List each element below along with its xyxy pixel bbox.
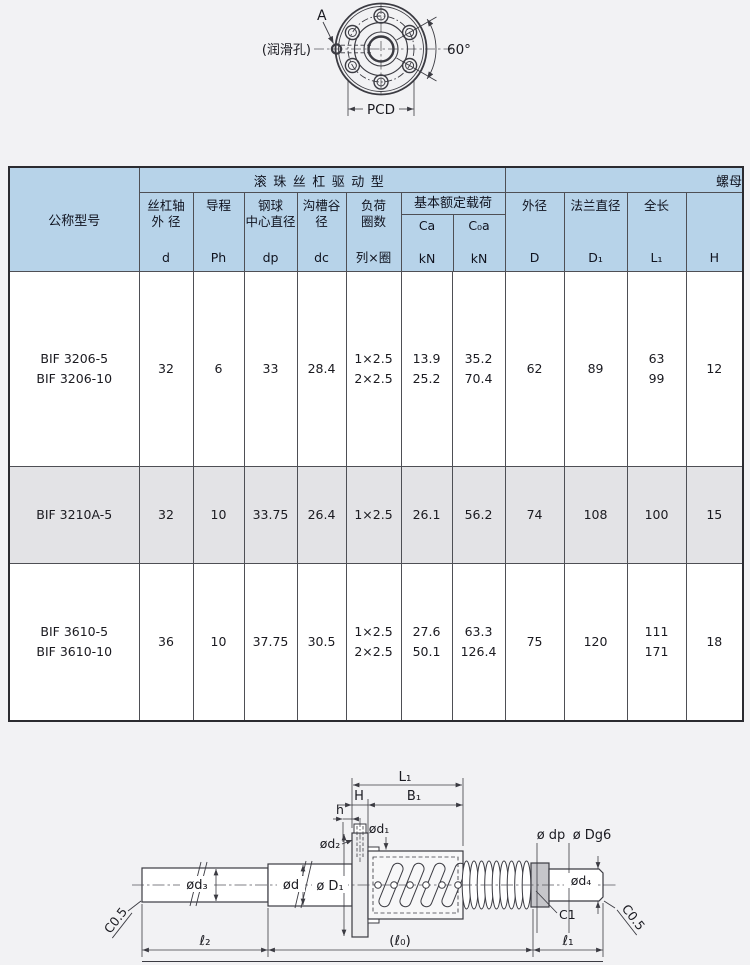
cell-d: 36	[138, 563, 194, 722]
dim-label-L1: L₁	[399, 769, 412, 785]
col-header-ball-center-dia: 钢球 中心直径 dp	[243, 192, 298, 272]
cell-L1: 63 99	[626, 271, 687, 467]
dim-label-l2: ℓ₂	[199, 933, 211, 949]
cell-ph: 6	[192, 271, 245, 467]
dim-label-d2: ød₂	[320, 836, 341, 851]
flange-label-60deg: 60°	[447, 42, 471, 58]
dim-label-d1: ød₁	[369, 821, 390, 836]
table-row: BIF 3206-5 BIF 3206-10 32 6 33 28.4 1×2.…	[8, 271, 744, 467]
cell-H: 15	[685, 466, 744, 564]
cell-model: BIF 3210A-5	[8, 466, 140, 564]
dim-label-B1: B₁	[407, 789, 421, 804]
flange-centerlines	[314, 4, 452, 95]
label-backgrounds	[180, 873, 598, 893]
cell-ca: 27.6 50.1	[400, 563, 453, 722]
cell-model: BIF 3206-5 BIF 3206-10	[8, 271, 140, 467]
cell-D1: 120	[563, 563, 628, 722]
cell-H: 12	[685, 271, 744, 467]
dim-label-H: H	[354, 789, 364, 804]
cell-dp: 37.75	[243, 563, 298, 722]
dim-label-d: ød	[283, 878, 299, 893]
lubrication-hole	[330, 43, 373, 55]
col-header-flange-thickness: H	[685, 192, 744, 272]
dim-label-l1: ℓ₁	[562, 933, 574, 949]
cell-dp: 33.75	[243, 466, 298, 564]
cell-L1: 111 171	[626, 563, 687, 722]
cell-L1: 100	[626, 466, 687, 564]
cell-turns: 1×2.5 2×2.5	[345, 563, 402, 722]
flange-lube-passage	[356, 820, 364, 862]
cell-dc: 26.4	[296, 466, 347, 564]
dim-label-d4: ød₄	[571, 873, 592, 888]
dim-label-h: h	[336, 802, 344, 817]
cell-turns: 1×2.5 2×2.5	[345, 271, 402, 467]
cell-D: 75	[504, 563, 565, 722]
load-rating-title: 基本额定载荷	[401, 193, 505, 215]
cell-ph: 10	[192, 466, 245, 564]
cell-ca: 26.1	[400, 466, 453, 564]
table-row: BIF 3210A-5 32 10 33.75 26.4 1×2.5 26.1 …	[8, 466, 744, 564]
cell-c0a: 56.2	[451, 466, 506, 564]
col-header-total-length: 全长 L₁	[626, 192, 687, 272]
group-header-nut: 螺母	[504, 166, 744, 193]
table-row: BIF 3610-5 BIF 3610-10 36 10 37.75 30.5 …	[8, 563, 744, 722]
col-header-lead: 导程 Ph	[192, 192, 245, 272]
col-header-ca: Ca kN	[418, 218, 436, 266]
cell-d: 32	[138, 466, 194, 564]
col-header-flange-dia: 法兰直径 D₁	[563, 192, 628, 272]
cell-turns: 1×2.5	[345, 466, 402, 564]
dimension-lines	[127, 778, 616, 962]
col-header-c0a: C₀a kN	[452, 215, 505, 271]
col-header-root-dia: 沟槽谷径 dc	[296, 192, 347, 272]
cell-c0a: 63.3 126.4	[451, 563, 506, 722]
chamfer-label-c1: C1	[559, 907, 576, 922]
flange-label-a: A	[317, 8, 327, 24]
cell-d: 32	[138, 271, 194, 467]
col-header-nut-od: 外径 D	[504, 192, 565, 272]
dim-label-dp: ø dp	[537, 828, 566, 843]
col-header-load-circuits: 负荷 圈数 列×圈	[345, 192, 402, 272]
balls	[374, 881, 462, 889]
cell-D1: 89	[563, 271, 628, 467]
label-a-leader	[322, 21, 334, 44]
cell-D1: 108	[563, 466, 628, 564]
dim-label-d3: ød₃	[186, 878, 207, 893]
cell-c0a: 35.2 70.4	[451, 271, 506, 467]
cell-ca: 13.9 25.2	[400, 271, 453, 467]
group-header-drive: 滚珠丝杠驱动型	[138, 166, 506, 193]
cell-dc: 30.5	[296, 563, 347, 722]
shaft-side-view: L₁ H B₁ h ød₁ ød₂ ød₃ ød ø D₁ ø dp ø Dg6…	[101, 769, 648, 962]
flange-label-lube-hole: (润滑孔)	[262, 43, 311, 58]
cell-D: 62	[504, 271, 565, 467]
cell-ph: 10	[192, 563, 245, 722]
cell-dp: 33	[243, 271, 298, 467]
col-header-model: 公称型号	[8, 166, 140, 272]
dim-label-l0: (ℓ₀)	[389, 933, 411, 949]
flange-label-pcd: PCD	[367, 102, 395, 118]
pcd-dimension	[347, 80, 415, 116]
cell-dc: 28.4	[296, 271, 347, 467]
cell-model: BIF 3610-5 BIF 3610-10	[8, 563, 140, 722]
dim-label-Dg6: ø Dg6	[573, 828, 612, 843]
cell-H: 18	[685, 563, 744, 722]
flange-front-view: A (润滑孔) 60° PCD	[262, 2, 471, 118]
angle-60-dimension	[396, 16, 437, 82]
flange-bolt-holes	[344, 8, 418, 90]
cell-D: 74	[504, 466, 565, 564]
dim-label-D1: ø D₁	[316, 879, 343, 894]
col-header-load-rating: 基本额定载荷 Ca kN C₀a kN	[400, 192, 506, 272]
